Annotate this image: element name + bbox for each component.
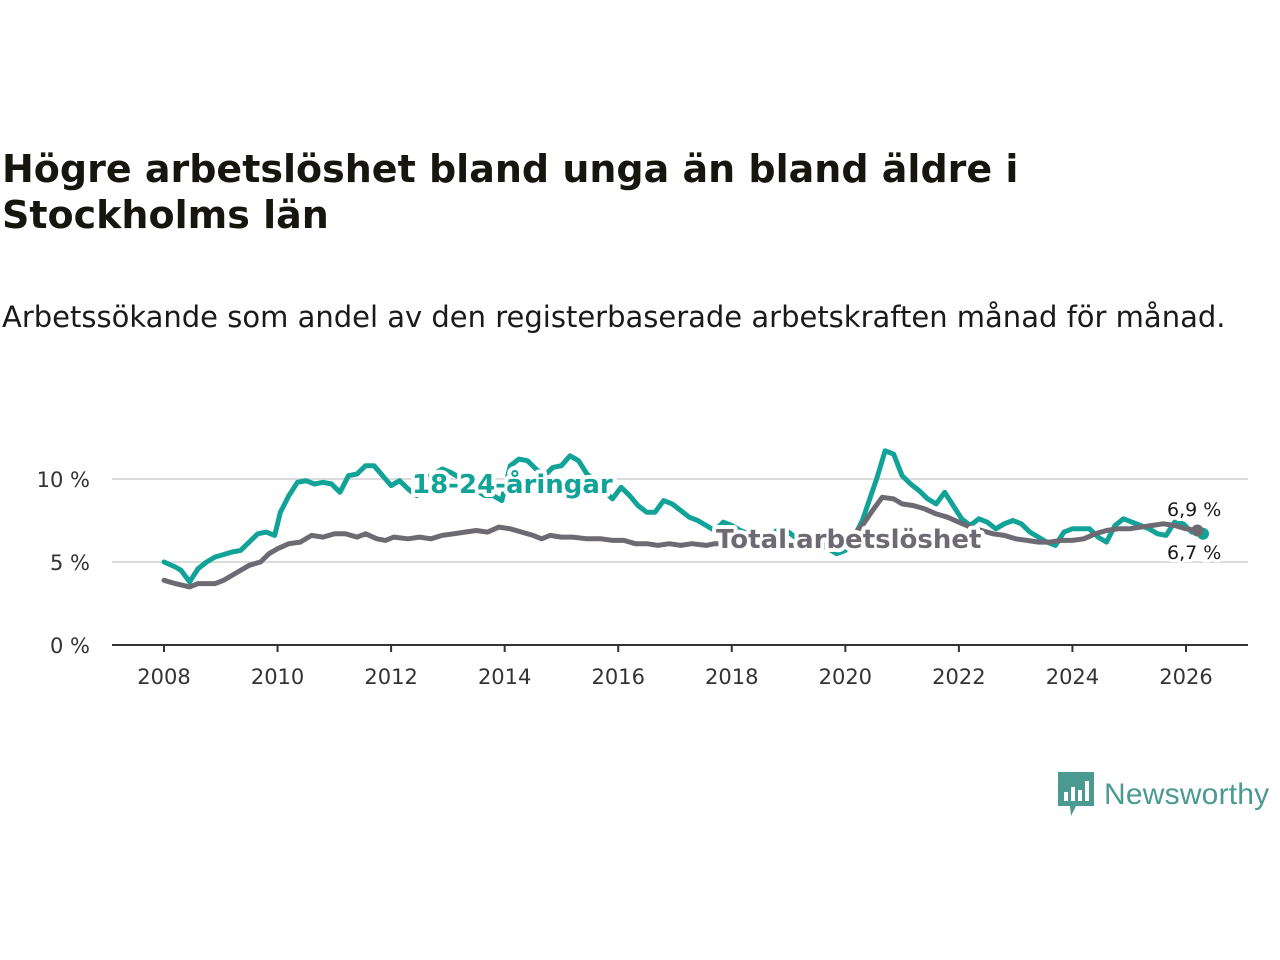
series-label-youth: 18-24-åringar (412, 468, 613, 500)
x-axis: 2008 2010 2012 2014 2016 2018 2020 2022 2024 2026 (112, 644, 1248, 689)
x-tick-label: 2020 (819, 665, 872, 689)
series-label-total: Total arbetslöshet (716, 525, 981, 555)
y-tick-label: 10 % (37, 468, 90, 492)
newsworthy-logo[interactable]: Newsworthy (1058, 772, 1269, 818)
chart-subtitle: Arbetssökande som andel av den registerb… (2, 300, 1226, 334)
end-value-total: 6,9 % (1167, 499, 1221, 521)
series-line-total (161, 494, 1200, 590)
line-chart: 0 %5 %10 % 2008 2010 2012 2014 2016 2018 2020 2… (37, 448, 1248, 689)
x-tick-label: 2012 (364, 665, 417, 689)
x-tick-label: 2024 (1046, 665, 1099, 689)
brand-name: Newsworthy (1104, 778, 1270, 811)
x-tick-label: 2008 (137, 665, 190, 689)
y-tick-label: 0 % (50, 634, 90, 658)
x-tick-label: 2010 (251, 665, 304, 689)
series-end-dot-total (1191, 524, 1204, 537)
end-value-youth: 6,7 % (1167, 542, 1221, 564)
x-tick-label: 2016 (591, 665, 644, 689)
bar-chart-speech-bubble-icon (1058, 772, 1094, 816)
series-lines (161, 448, 1210, 590)
gridlines (112, 478, 1248, 563)
series-line-youth (161, 448, 1206, 585)
x-tick-label: 2014 (478, 665, 531, 689)
series-labels: 18-24-åringar Total arbetslöshet 6,9 % 6,7 … (408, 464, 1224, 567)
x-tick-label: 2018 (705, 665, 758, 689)
x-tick-label: 2026 (1159, 665, 1212, 689)
chart-title: Högre arbetslöshet bland unga än bland ä… (2, 147, 1019, 237)
x-tick-label: 2022 (932, 665, 985, 689)
y-tick-label: 5 % (50, 551, 90, 575)
y-axis-ticks: 0 % 5 % 10 % (37, 468, 90, 658)
